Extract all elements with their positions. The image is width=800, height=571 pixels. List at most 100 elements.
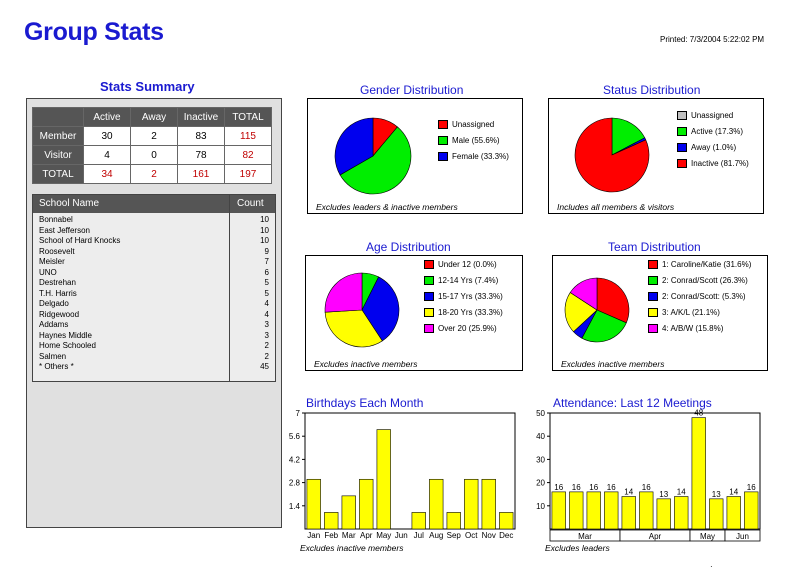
bar-value-label: 16 [554, 483, 563, 492]
plot-area [549, 412, 761, 530]
y-tick-label: 4.2 [289, 455, 301, 464]
pie-svg [574, 117, 650, 193]
school-row: Home Schooled 2 [33, 341, 275, 352]
school-row: School of Hard Knocks 10 [33, 236, 275, 247]
bar [674, 496, 689, 530]
y-tick-label: 2.8 [289, 479, 301, 488]
school-name: Salmen [39, 351, 67, 361]
pie-slice [569, 277, 598, 311]
x-tick-label: Jun [395, 531, 408, 540]
school-name: Meisler [39, 257, 65, 266]
stats-cell-total: 197 [224, 164, 272, 184]
school-name: Bonnabel [39, 215, 73, 224]
bar [621, 496, 636, 530]
stats-table-header-row: Active Away Inactive TOTAL [32, 107, 272, 127]
school-count: 10 [260, 225, 269, 235]
legend-label: 12-14 Yrs (7.4%) [438, 276, 499, 285]
stats-cell-total: 115 [224, 126, 272, 146]
stats-table: Active Away Inactive TOTAL Member 30 2 8… [32, 107, 272, 184]
school-name: T.H. Harris [39, 288, 77, 298]
attendance-chart: 10 20 30 40 50 16 16 16 16 14 16 13 14 48 13 14 16 Mar Apr… [536, 409, 761, 553]
y-tick-label: 20 [536, 479, 545, 488]
bar [306, 478, 321, 530]
legend-swatch [438, 136, 448, 145]
pie-slice [339, 126, 412, 195]
attendance-chart-title: Attendance: Last 12 Meetings [553, 396, 712, 410]
chart-note: Excludes leaders & inactive members [316, 202, 458, 212]
legend-label: 1: Caroline/Katie (31.6%) [662, 260, 752, 269]
x-tick-label: Oct [465, 531, 478, 540]
page-title: Group Stats [24, 18, 164, 46]
bar [656, 498, 671, 530]
school-count: 2 [264, 351, 269, 361]
stats-cell: 78 [177, 145, 225, 165]
gender-chart: Unassigned Male (55.6%) Female (33.3%) Excl… [307, 98, 523, 214]
stats-table-row: Visitor 4 0 78 82 [32, 145, 272, 165]
school-name: Ridgewood [39, 309, 80, 319]
bar-value-label: 14 [677, 488, 686, 497]
bar [324, 512, 339, 530]
pie-svg [324, 272, 400, 348]
bar [709, 498, 724, 530]
chart-note: Excludes inactive members [314, 359, 418, 369]
pie-slice [574, 117, 650, 193]
status-chart: Unassigned Active (17.3%) Away (1.0%) Inact… [548, 98, 764, 214]
stats-table-row: TOTAL 34 2 161 197 [32, 164, 272, 184]
pie-slice [596, 277, 630, 324]
school-count-header: Count [237, 198, 264, 209]
bar [341, 495, 356, 530]
bar-value-label: 16 [572, 483, 581, 492]
legend-swatch [438, 152, 448, 161]
age-chart: Under 12 (0.0%) 12-14 Yrs (7.4%) 15-17 Yrs… [305, 255, 523, 371]
team-chart: 1: Caroline/Katie (31.6%) 2: Conrad/Scott… [552, 255, 768, 371]
legend-swatch [677, 111, 687, 120]
legend-label: Inactive (81.7%) [691, 159, 749, 168]
y-tick-label: 1.4 [289, 502, 301, 511]
school-name: * Others * [39, 362, 74, 371]
x-tick-label: May [376, 531, 391, 540]
age-chart-title: Age Distribution [366, 240, 451, 254]
school-count: 2 [264, 341, 269, 350]
school-count: 10 [260, 215, 269, 224]
school-row: * Others * 45 [33, 362, 275, 373]
bar [499, 512, 514, 530]
legend-label: 18-20 Yrs (33.3%) [438, 308, 503, 317]
legend-swatch [424, 292, 434, 301]
bar-value-label: 14 [729, 488, 738, 497]
x-tick-label: Mar [342, 531, 356, 540]
pie-slice [564, 292, 598, 333]
month-group [724, 529, 761, 542]
legend-label: Active (17.3%) [691, 127, 744, 136]
school-name: Haynes Middle [39, 330, 92, 340]
legend-swatch [648, 260, 658, 269]
stats-table-corner [32, 107, 84, 127]
school-list-divider [229, 195, 230, 381]
bar-value-label: 13 [659, 490, 668, 499]
pie-slice [361, 276, 400, 342]
school-name: UNO [39, 267, 57, 277]
bar [411, 512, 426, 530]
x-tick-label: Jul [414, 531, 424, 540]
x-tick-label: Apr [360, 531, 373, 540]
y-tick-label: 40 [536, 432, 545, 441]
stats-cell-total: 82 [224, 145, 272, 165]
school-row: Bonnabel 10 [33, 215, 275, 226]
stats-cell-total: 161 [177, 164, 225, 184]
chart-note: Excludes inactive members [300, 543, 404, 553]
school-row: Addams 3 [33, 320, 275, 331]
bar [726, 496, 741, 530]
school-count: 7 [264, 257, 269, 266]
x-tick-label: Aug [429, 531, 443, 540]
school-count: 4 [264, 309, 269, 319]
pie-slice [334, 117, 374, 176]
bar [429, 478, 444, 530]
birthday-chart-title: Birthdays Each Month [306, 396, 424, 410]
pie-svg [334, 117, 412, 195]
pie-slice [324, 272, 363, 313]
school-row: East Jefferson 10 [33, 226, 275, 237]
legend-swatch [677, 127, 687, 136]
month-group-label: May [700, 532, 715, 541]
school-count: 4 [264, 299, 269, 308]
stats-cell: 2 [130, 126, 178, 146]
gender-chart-title: Gender Distribution [360, 83, 464, 97]
